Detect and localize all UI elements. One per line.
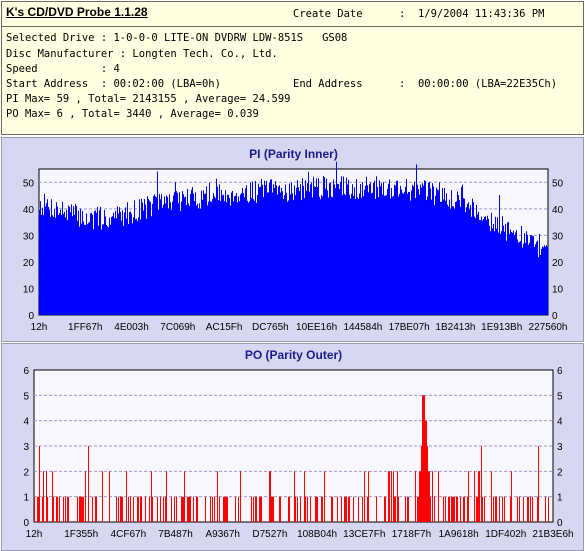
selected-drive: Selected Drive : 1-0-0-0 LITE-ON DVDRW L…: [6, 32, 348, 44]
x-tick-label: 1F355h: [64, 529, 98, 540]
x-tick-label: 1718F7h: [392, 529, 431, 540]
disc-manufacturer: Disc Manufacturer : Longten Tech. Co., L…: [6, 48, 278, 60]
y-tick-label-left: 2: [23, 467, 29, 478]
y-tick-label-right: 20: [552, 258, 564, 269]
x-tick-label: 1E913Bh: [481, 322, 522, 333]
y-tick-label-right: 50: [552, 178, 564, 189]
y-tick-label-right: 30: [552, 231, 564, 242]
pi-chart: PI (Parity Inner) 0 0 10 10 20 20 30 30 40 40 50 50 1…: [23, 147, 568, 333]
x-tick-label: 108B04h: [297, 529, 337, 540]
x-tick-label: 227560h: [529, 322, 568, 333]
x-tick-label: 7B487h: [158, 529, 192, 540]
end-address-value: : 00:00:00 (LBA=22E35Ch): [399, 78, 558, 90]
y-tick-label-left: 20: [23, 258, 35, 269]
po-chart-panel: PO (Parity Outer) 0 0 1 1 2 2 3 3 4 4 5 5 6 6 12h 1F355h…: [1, 343, 584, 551]
end-address-label: End Address: [293, 78, 363, 90]
y-tick-label-right: 10: [552, 284, 564, 295]
y-tick-label-right: 4: [557, 417, 563, 428]
y-tick-label-left: 50: [23, 178, 35, 189]
pi-stats: PI Max= 59 , Total= 2143155 , Average= 2…: [6, 93, 291, 105]
speed: Speed : 4: [6, 63, 120, 75]
y-tick-label-left: 0: [28, 311, 34, 322]
pi-chart-panel: PI (Parity Inner) 0 0 10 10 20 20 30 30 40 40 50 50 1…: [1, 137, 584, 342]
x-tick-label: 1B2413h: [435, 322, 475, 333]
y-tick-label-left: 40: [23, 205, 35, 216]
y-tick-label-left: 0: [23, 518, 29, 529]
y-tick-label-right: 1: [557, 493, 563, 504]
x-tick-label: 4E003h: [114, 322, 148, 333]
y-tick-label-right: 0: [552, 311, 558, 322]
x-tick-label: 12h: [31, 322, 48, 333]
chart-title: PI (Parity Inner): [249, 147, 338, 161]
x-tick-label: 144584h: [343, 322, 382, 333]
y-tick-label-right: 3: [557, 442, 563, 453]
x-tick-label: A9367h: [205, 529, 239, 540]
y-tick-label-left: 10: [23, 284, 35, 295]
y-tick-label-right: 5: [557, 391, 563, 402]
y-tick-label-left: 4: [23, 417, 29, 428]
x-tick-label: D7527h: [252, 529, 287, 540]
y-tick-label-right: 40: [552, 205, 564, 216]
x-tick-label: 7C069h: [160, 322, 195, 333]
create-date-label: Create Date: [293, 8, 363, 20]
x-tick-label: 12h: [26, 529, 43, 540]
y-tick-label-right: 2: [557, 467, 563, 478]
start-address: Start Address : 00:02:00 (LBA=0h): [6, 78, 221, 90]
x-tick-label: DC765h: [252, 322, 289, 333]
x-tick-label: 1FF67h: [68, 322, 102, 333]
y-tick-label-left: 30: [23, 231, 35, 242]
chart-title: PO (Parity Outer): [245, 348, 342, 362]
app-title: K's CD/DVD Probe 1.1.28: [6, 5, 148, 19]
po-bars: [34, 395, 549, 522]
x-tick-label: AC15Fh: [206, 322, 243, 333]
x-tick-label: 13CE7Fh: [343, 529, 385, 540]
y-tick-label-right: 6: [557, 366, 563, 377]
po-stats: PO Max= 6 , Total= 3440 , Average= 0.039: [6, 108, 259, 120]
disc-info-panel: K's CD/DVD Probe 1.1.28 Create Date : 1/…: [1, 1, 584, 135]
y-tick-label-right: 0: [557, 518, 563, 529]
y-tick-label-left: 5: [23, 391, 29, 402]
title-divider: [2, 26, 583, 27]
po-chart: PO (Parity Outer) 0 0 1 1 2 2 3 3 4 4 5 5 6 6 12h 1F355h…: [23, 348, 573, 540]
y-tick-label-left: 1: [23, 493, 29, 504]
x-tick-label: 1DF402h: [485, 529, 526, 540]
create-date-value: : 1/9/2004 11:43:36 PM: [399, 8, 545, 20]
x-tick-label: 1A9618h: [439, 529, 479, 540]
x-tick-label: 17BE07h: [389, 322, 430, 333]
y-tick-label-left: 3: [23, 442, 29, 453]
x-tick-label: 4CF67h: [111, 529, 147, 540]
pi-bars: [39, 161, 548, 315]
x-tick-label: 21B3E6h: [532, 529, 573, 540]
y-tick-label-left: 6: [23, 366, 29, 377]
x-tick-label: 10EE16h: [296, 322, 337, 333]
